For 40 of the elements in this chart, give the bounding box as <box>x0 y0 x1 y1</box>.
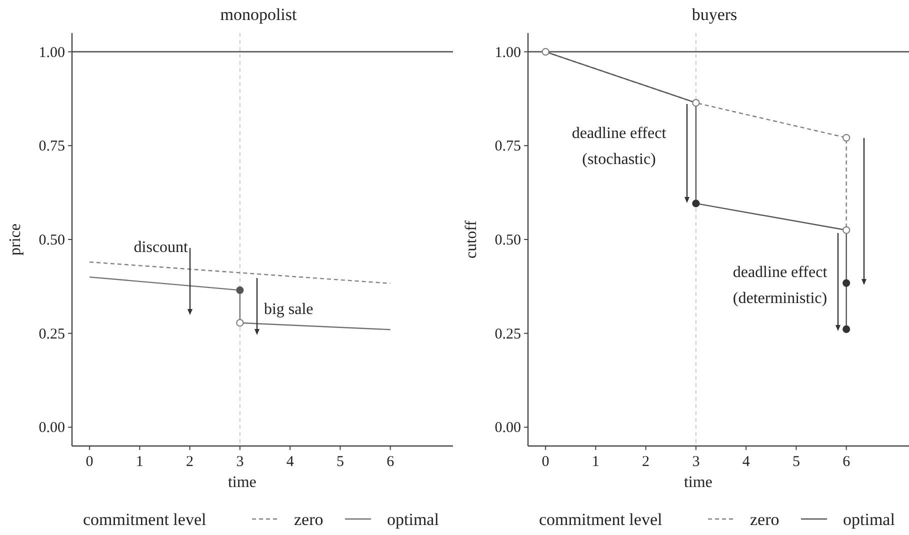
y-tick-label: 0.75 <box>494 138 521 155</box>
y-axis-title: price <box>7 224 24 256</box>
y-tick-label: 0.50 <box>494 232 521 248</box>
y-tick-label: 0.50 <box>38 232 65 248</box>
y-tick-label: 0.00 <box>494 420 521 436</box>
x-axis-title: time <box>684 474 712 491</box>
x-tick-label: 0 <box>542 454 550 470</box>
x-tick-label: 5 <box>792 454 800 470</box>
y-axis-title: cutoff <box>463 220 480 258</box>
y-tick-label: 0.75 <box>38 138 65 155</box>
annotation: deadline effect (stochastic) <box>572 125 667 168</box>
legend-label: optimal <box>843 510 896 529</box>
legend-label: zero <box>750 510 780 529</box>
chart-title: buyers <box>692 5 738 24</box>
annotation: big sale <box>264 300 314 318</box>
x-tick-label: 6 <box>842 454 851 470</box>
x-tick-label: 1 <box>592 454 600 470</box>
x-tick-label: 0 <box>86 454 94 470</box>
x-tick-label: 1 <box>136 454 144 470</box>
x-tick-label: 4 <box>742 454 750 470</box>
y-tick-label: 1.00 <box>494 44 521 61</box>
legend-label: zero <box>294 510 324 529</box>
x-axis-title: time <box>228 474 256 491</box>
x-tick-label: 2 <box>186 454 194 470</box>
x-tick-label: 6 <box>386 454 395 470</box>
x-tick-label: 4 <box>286 454 294 470</box>
y-tick-label: 1.00 <box>38 44 65 61</box>
x-tick-label: 3 <box>692 454 700 470</box>
x-tick-label: 5 <box>336 454 344 470</box>
x-tick-label: 2 <box>642 454 650 470</box>
y-tick-label: 0.25 <box>38 326 65 342</box>
legend-title: commitment level <box>83 510 206 529</box>
annotation: discount <box>134 239 189 256</box>
legend-label: optimal <box>387 510 440 529</box>
legend-title: commitment level <box>539 510 662 529</box>
x-tick-label: 3 <box>236 454 244 470</box>
chart-title: monopolist <box>220 5 298 24</box>
y-tick-label: 0.25 <box>494 326 521 342</box>
y-tick-label: 0.00 <box>38 420 65 436</box>
annotation: deadline effect (deterministic) <box>732 264 828 307</box>
